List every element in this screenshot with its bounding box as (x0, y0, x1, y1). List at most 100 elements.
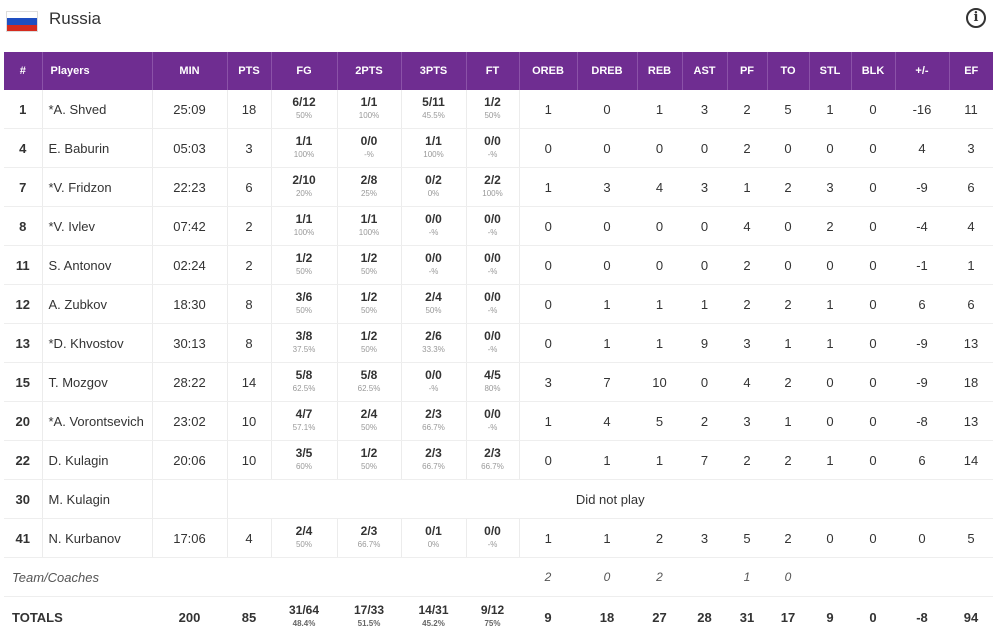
player-name[interactable]: S. Antonov (42, 246, 152, 285)
min-cell: 28:22 (152, 363, 227, 402)
oreb-cell: 2 (519, 558, 577, 597)
player-name[interactable]: N. Kurbanov (42, 519, 152, 558)
reb-cell: 1 (637, 441, 682, 480)
ast-cell: 3 (682, 90, 727, 129)
ef-cell: 13 (949, 402, 993, 441)
pts-cell: 2 (227, 207, 271, 246)
ast-cell: 0 (682, 363, 727, 402)
blk-cell: 0 (851, 285, 895, 324)
info-icon[interactable]: i (966, 8, 986, 28)
player-name[interactable]: A. Zubkov (42, 285, 152, 324)
col-players-header[interactable]: Players (42, 52, 152, 90)
col-ef-header[interactable]: EF (949, 52, 993, 90)
oreb-cell: 0 (519, 441, 577, 480)
blk-cell: 0 (851, 324, 895, 363)
team-coaches-label: Team/Coaches (4, 558, 152, 597)
two-pts-made-attempted: 2/3 (338, 525, 401, 538)
to-cell: 2 (767, 441, 809, 480)
player-name[interactable]: T. Mozgov (42, 363, 152, 402)
fg-made-attempted: 1/1 (272, 213, 337, 226)
fg-made-attempted: 5/8 (272, 369, 337, 382)
ft-percentage: 75% (466, 617, 519, 630)
blk-cell: 0 (851, 246, 895, 285)
col-pts-header[interactable]: PTS (227, 52, 271, 90)
ast-cell: 0 (682, 129, 727, 168)
dreb-cell: 4 (577, 402, 637, 441)
team-name: Russia (49, 9, 101, 29)
col-to-header[interactable]: TO (767, 52, 809, 90)
pts-cell: 8 (227, 324, 271, 363)
oreb-cell: 1 (519, 519, 577, 558)
col-pf-header[interactable]: PF (727, 52, 767, 90)
col-2pts-header[interactable]: 2PTS (337, 52, 401, 90)
col-stl-header[interactable]: STL (809, 52, 851, 90)
player-name[interactable]: *V. Fridzon (42, 168, 152, 207)
blk-cell: 0 (851, 441, 895, 480)
fg-made-attempted: 3/8 (272, 330, 337, 343)
pts-cell: 6 (227, 168, 271, 207)
col-blk-header[interactable]: BLK (851, 52, 895, 90)
two-pts-made-attempted: 2/8 (338, 174, 401, 187)
min-cell: 22:23 (152, 168, 227, 207)
three-pts-percentage: 0% (402, 187, 466, 200)
col-ft-header[interactable]: FT (466, 52, 519, 90)
ft-percentage: 100% (467, 187, 519, 200)
player-name[interactable]: *A. Shved (42, 90, 152, 129)
oreb-cell: 0 (519, 246, 577, 285)
fg-percentage: 48.4% (271, 617, 337, 630)
plus-minus-cell: -8 (895, 597, 949, 637)
to-cell: 0 (767, 246, 809, 285)
empty-cell (337, 558, 401, 597)
col-dreb-header[interactable]: DREB (577, 52, 637, 90)
three-pts-made-attempted: 5/11 (402, 96, 466, 109)
player-name[interactable]: D. Kulagin (42, 441, 152, 480)
plus-minus-cell: -9 (895, 168, 949, 207)
col-reb-header[interactable]: REB (637, 52, 682, 90)
to-cell: 1 (767, 402, 809, 441)
empty-cell (949, 558, 993, 597)
empty-cell (271, 558, 337, 597)
ef-cell: 14 (949, 441, 993, 480)
player-name[interactable]: *D. Khvostov (42, 324, 152, 363)
col-oreb-header[interactable]: OREB (519, 52, 577, 90)
fg-percentage: 50% (272, 538, 337, 551)
fg-made-attempted: 1/2 (272, 252, 337, 265)
dreb-cell: 1 (577, 441, 637, 480)
stl-cell: 0 (809, 519, 851, 558)
ef-cell: 13 (949, 324, 993, 363)
oreb-cell: 1 (519, 168, 577, 207)
ft-made-attempted: 2/3 (467, 447, 519, 460)
to-cell: 0 (767, 558, 809, 597)
player-name[interactable]: M. Kulagin (42, 480, 152, 519)
col-min-header[interactable]: MIN (152, 52, 227, 90)
pts-cell: 18 (227, 90, 271, 129)
player-number: 11 (4, 246, 42, 285)
col-plus-minus-header[interactable]: +/- (895, 52, 949, 90)
to-cell: 0 (767, 129, 809, 168)
ast-cell: 28 (682, 597, 727, 637)
to-cell: 2 (767, 285, 809, 324)
three-pts-percentage: 33.3% (402, 343, 466, 356)
col-number-header[interactable]: # (4, 52, 42, 90)
pf-cell: 2 (727, 441, 767, 480)
ft-cell: 0/0-% (466, 519, 519, 558)
col-fg-header[interactable]: FG (271, 52, 337, 90)
ft-made-attempted: 0/0 (467, 213, 519, 226)
two-pts-made-attempted: 1/2 (338, 330, 401, 343)
col-3pts-header[interactable]: 3PTS (401, 52, 466, 90)
blk-cell: 0 (851, 168, 895, 207)
plus-minus-cell: -9 (895, 324, 949, 363)
col-ast-header[interactable]: AST (682, 52, 727, 90)
ft-percentage: 50% (467, 109, 519, 122)
three-pts-made-attempted: 2/6 (402, 330, 466, 343)
player-name[interactable]: *A. Vorontsevich (42, 402, 152, 441)
player-name[interactable]: E. Baburin (42, 129, 152, 168)
player-name[interactable]: *V. Ivlev (42, 207, 152, 246)
ft-made-attempted: 0/0 (467, 291, 519, 304)
ft-made-attempted: 0/0 (467, 525, 519, 538)
three-pts-cell: 0/0-% (401, 246, 466, 285)
